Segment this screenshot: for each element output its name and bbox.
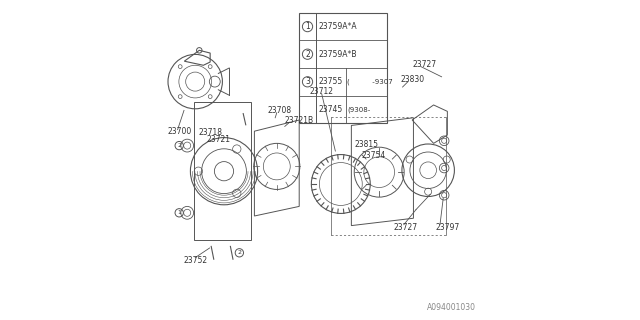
Text: A094001030: A094001030 <box>428 303 476 312</box>
Text: 23727: 23727 <box>413 60 437 69</box>
Text: 23708: 23708 <box>268 106 291 115</box>
Text: 23752: 23752 <box>184 256 208 265</box>
Text: 23718: 23718 <box>198 128 223 137</box>
Text: (          -9307: ( -9307 <box>347 78 393 85</box>
Text: 1: 1 <box>305 22 310 31</box>
Text: 23797: 23797 <box>436 223 460 232</box>
Text: 23745: 23745 <box>319 105 342 114</box>
Text: 2: 2 <box>305 50 310 59</box>
Text: 1: 1 <box>177 210 181 215</box>
Text: 23721B: 23721B <box>285 116 314 124</box>
Text: 3: 3 <box>305 77 310 86</box>
Text: 23830: 23830 <box>401 75 425 84</box>
Text: 23759A*A: 23759A*A <box>319 22 357 31</box>
Text: 23755: 23755 <box>319 77 342 86</box>
Text: 23759A*B: 23759A*B <box>319 50 357 59</box>
Text: 23727: 23727 <box>394 223 418 232</box>
Text: 23721: 23721 <box>206 135 230 144</box>
Text: (9308-: (9308- <box>347 106 371 113</box>
Text: 23712: 23712 <box>310 87 334 96</box>
Text: 2: 2 <box>177 143 181 148</box>
Text: 23815: 23815 <box>355 140 378 149</box>
Text: 23700: 23700 <box>168 127 192 136</box>
Text: 2: 2 <box>237 250 241 255</box>
Text: 23754: 23754 <box>362 151 386 160</box>
